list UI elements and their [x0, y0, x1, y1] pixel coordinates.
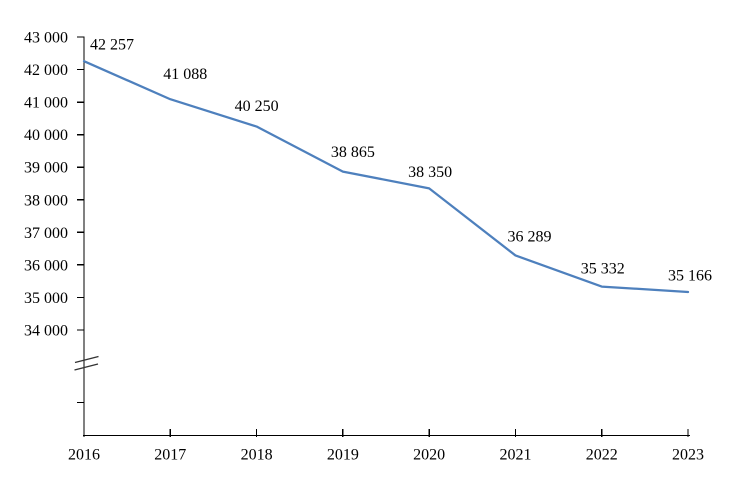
y-tick-label: 34 000 — [24, 322, 68, 339]
axis-break-icon — [74, 355, 99, 364]
data-point-label: 35 332 — [581, 261, 625, 278]
y-tick-label: 36 000 — [24, 257, 68, 274]
x-tick-label: 2018 — [241, 447, 273, 464]
y-tick-label: 39 000 — [24, 160, 68, 177]
y-tick-label: 42 000 — [24, 62, 68, 79]
data-point-label: 38 350 — [408, 164, 452, 181]
data-point-label: 40 250 — [235, 98, 279, 115]
data-series-line — [82, 60, 690, 294]
y-tick-label: 43 000 — [24, 30, 68, 47]
y-tick-label: 41 000 — [24, 95, 68, 112]
x-tick-label: 2022 — [586, 447, 618, 464]
data-point-label: 41 088 — [163, 66, 207, 83]
y-tick-label: 37 000 — [24, 225, 68, 242]
y-tick-label: 35 000 — [24, 290, 68, 307]
x-tick-label: 2021 — [499, 447, 531, 464]
axis-break-icon — [74, 363, 99, 371]
data-point-label: 35 166 — [668, 267, 712, 284]
data-point-label: 36 289 — [507, 228, 551, 245]
data-point-label: 38 865 — [331, 144, 375, 161]
x-tick-label: 2019 — [327, 447, 359, 464]
x-tick-label: 2017 — [154, 447, 186, 464]
x-tick-label: 2023 — [672, 447, 704, 464]
y-tick-label: 40 000 — [24, 127, 68, 144]
x-tick-label: 2016 — [68, 447, 100, 464]
y-tick-label: 38 000 — [24, 192, 68, 209]
data-point-label: 42 257 — [90, 37, 134, 54]
x-tick-label: 2020 — [413, 447, 445, 464]
